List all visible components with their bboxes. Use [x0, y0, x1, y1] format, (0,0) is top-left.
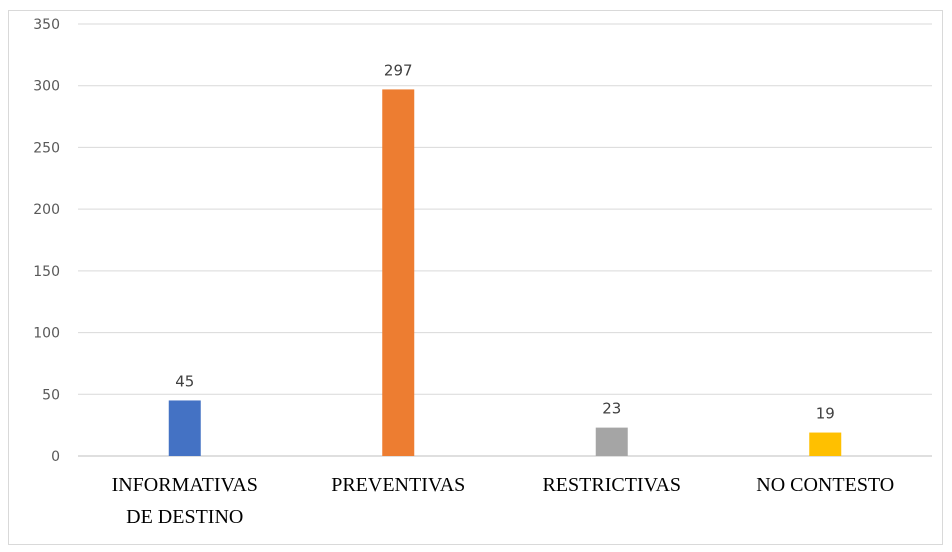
gridlines — [78, 23, 932, 457]
y-tick-label: 50 — [42, 387, 60, 403]
bar — [809, 432, 842, 456]
bar — [382, 89, 415, 456]
y-tick-label: 350 — [33, 17, 60, 33]
data-label: 297 — [384, 61, 413, 79]
data-label: 19 — [816, 405, 835, 423]
data-labels: 45 297 23 19 — [175, 61, 835, 422]
bar — [595, 427, 628, 456]
y-tick-label: 150 — [33, 264, 60, 280]
category-label: NO CONTESTO — [756, 474, 894, 496]
y-tick-label: 200 — [33, 202, 60, 218]
y-tick-label: 300 — [33, 79, 60, 95]
x-axis-categories: INFORMATIVAS DE DESTINO PREVENTIVAS RESTRIC… — [112, 474, 895, 528]
data-label: 45 — [175, 372, 194, 390]
category-label: INFORMATIVAS — [112, 474, 258, 496]
category-label: DE DESTINO — [126, 506, 243, 528]
y-tick-label: 100 — [33, 326, 60, 342]
y-axis-ticks: 0 50 100 150 200 250 300 350 — [33, 17, 60, 465]
y-tick-label: 250 — [33, 140, 60, 156]
category-label: RESTRICTIVAS — [542, 474, 681, 496]
chart-frame — [8, 10, 943, 545]
data-label: 23 — [602, 400, 621, 418]
category-label: PREVENTIVAS — [331, 474, 465, 496]
bars — [168, 89, 842, 456]
y-tick-label: 0 — [51, 449, 60, 465]
bar — [168, 400, 201, 456]
